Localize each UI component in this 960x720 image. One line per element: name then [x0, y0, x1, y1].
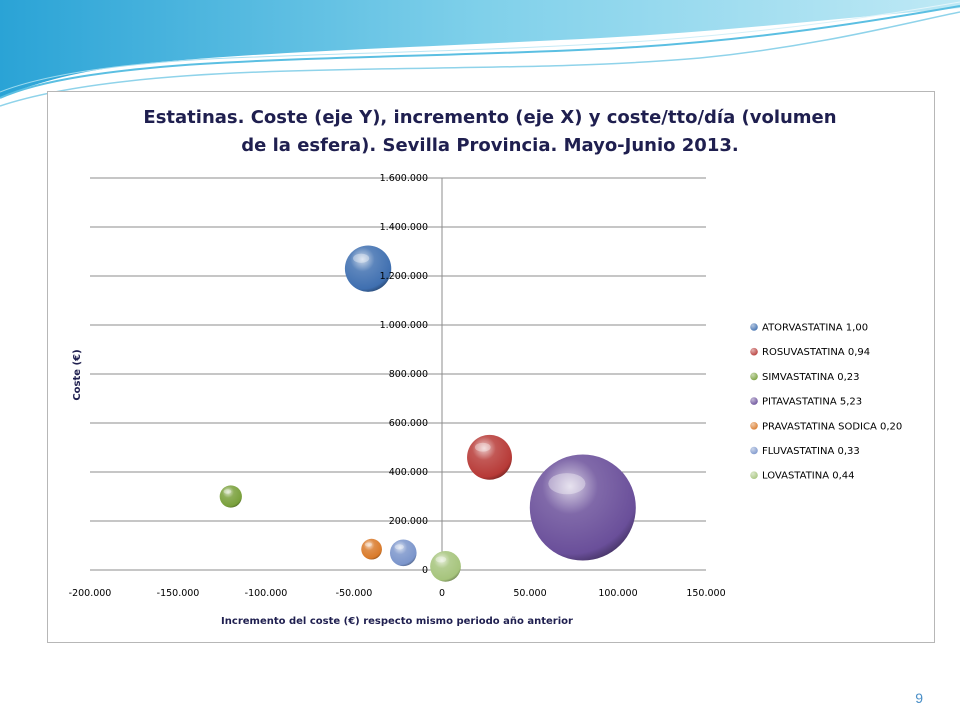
y-tick-label-0: 0: [422, 565, 428, 576]
y-tick-label-5: 1.000.000: [380, 320, 428, 331]
legend-marker-4: [750, 422, 758, 430]
y-tick-label-3: 600.000: [389, 418, 428, 429]
x-tick-label-3: -50.000: [336, 588, 373, 599]
bubble-highlight-0: [353, 253, 370, 263]
legend: ATORVASTATINA 1,00 ROSUVASTATINA 0,94 SIMV…: [750, 323, 902, 482]
y-tick-label-4: 800.000: [389, 369, 428, 380]
page-number: 9: [915, 690, 923, 706]
legend-label-1: ROSUVASTATINA 0,94: [762, 347, 870, 358]
legend-label-0: ATORVASTATINA 1,00: [762, 323, 868, 334]
axis-layer: [90, 177, 706, 571]
y-tick-label-7: 1.400.000: [380, 222, 428, 233]
y-tick-label-8: 1.600.000: [380, 173, 428, 184]
bubble-highlight-6: [435, 556, 447, 563]
legend-label-2: SIMVASTATINA 0,23: [762, 372, 860, 383]
x-axis-title: Incremento del coste (€) respecto mismo …: [221, 616, 573, 627]
tick-layer: 0 200.000 400.000 600.000 800.000 1.000.000 1.…: [69, 173, 726, 599]
chart-frame: [47, 91, 935, 643]
bubble-highlight-2: [223, 489, 232, 494]
x-tick-label-7: 150.000: [686, 588, 725, 599]
bubble-highlight-4: [364, 542, 373, 547]
bubble-rosuvastatina: [467, 434, 512, 480]
bubble-layer: [219, 245, 636, 582]
bubble-pitavastatina: [529, 454, 636, 561]
x-tick-label-6: 100.000: [598, 588, 637, 599]
bubble-atorvastatina: [344, 245, 392, 292]
legend-label-4: PRAVASTATINA SODICA 0,20: [762, 421, 902, 432]
legend-label-5: FLUVASTATINA 0,33: [762, 446, 860, 457]
y-tick-label-2: 400.000: [389, 467, 428, 478]
legend-marker-5: [750, 446, 758, 455]
x-tick-label-0: -200.000: [69, 588, 112, 599]
legend-marker-6: [750, 471, 758, 480]
bubble-simvastatina: [219, 485, 242, 508]
legend-label-6: LOVASTATINA 0,44: [762, 471, 855, 482]
bubble-lovastatina: [430, 550, 461, 582]
legend-marker-2: [750, 372, 758, 381]
legend-marker-3: [750, 397, 758, 405]
y-tick-label-6: 1.200.000: [380, 271, 428, 282]
bubble-highlight-5: [394, 544, 404, 550]
bubble-highlight-1: [474, 442, 491, 452]
bubble-pravastatina: [361, 538, 382, 560]
x-tick-label-4: 0: [439, 588, 445, 599]
y-tick-label-1: 200.000: [389, 516, 428, 527]
bubble-fluvastatina: [389, 539, 417, 567]
wave-decoration: [0, 0, 960, 107]
x-tick-label-5: 50.000: [513, 588, 546, 599]
legend-marker-1: [750, 347, 758, 356]
y-axis-title: Coste (€): [72, 349, 83, 400]
chart-title-line-1: Estatinas. Coste (eje Y), incremento (ej…: [143, 107, 837, 128]
x-tick-label-1: -150.000: [157, 588, 200, 599]
chart-title-line-2: de la esfera). Sevilla Provincia. Mayo-J…: [241, 135, 739, 156]
legend-label-3: PITAVASTATINA 5,23: [762, 397, 862, 408]
legend-marker-0: [750, 323, 758, 331]
x-tick-label-2: -100.000: [245, 588, 288, 599]
bubble-highlight-3: [548, 473, 586, 495]
